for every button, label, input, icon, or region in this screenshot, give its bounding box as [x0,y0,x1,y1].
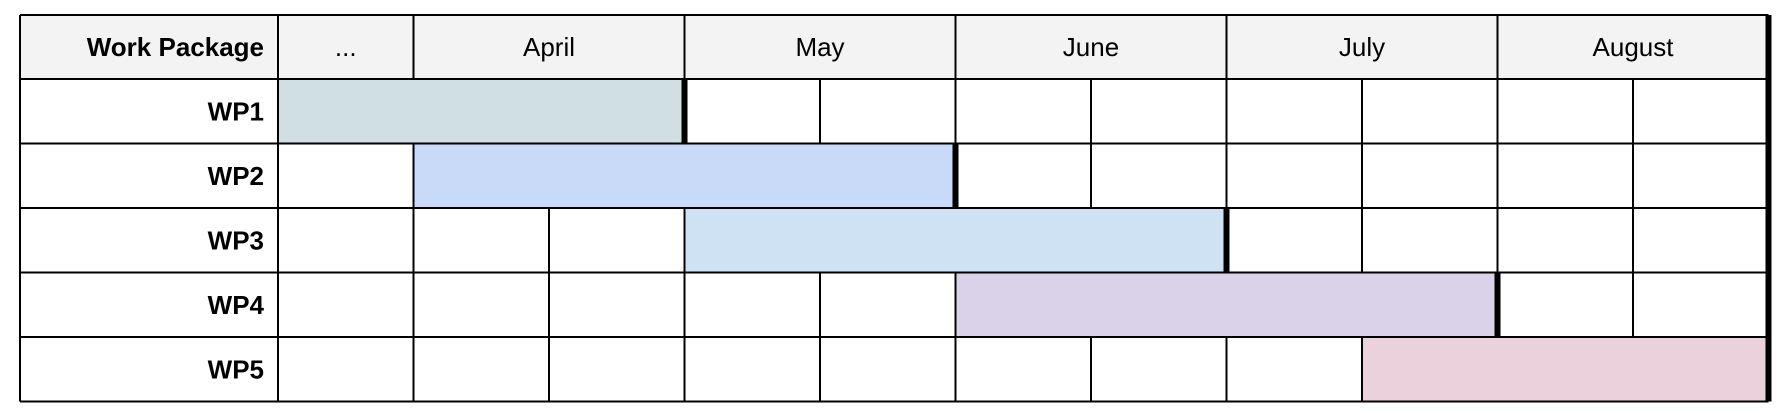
month-header-label: ... [335,32,357,62]
end-markers-layer [681,79,1501,337]
month-header-label: July [1339,32,1385,62]
month-header-label: August [1593,32,1675,62]
row-header-title: Work Package [87,32,264,62]
task-bar [955,272,1498,337]
labels-layer: Work Package ... April May June July August WP… [87,32,1675,384]
task-bar [278,79,685,144]
header-background-layer [20,15,1769,79]
row-label: WP4 [208,290,265,320]
task-bar [413,143,956,208]
header-row [20,15,1769,79]
month-header-label: June [1063,32,1119,62]
task-bar [684,208,1227,273]
row-label: WP3 [208,225,264,255]
row-label: WP2 [208,161,264,191]
task-bar [1362,337,1769,402]
month-header-label: April [523,32,575,62]
row-label: WP5 [208,354,264,384]
grid-lines-layer [19,14,1772,403]
row-label: WP1 [208,96,264,126]
task-bars-layer [278,79,1769,402]
month-header-label: May [795,32,844,62]
